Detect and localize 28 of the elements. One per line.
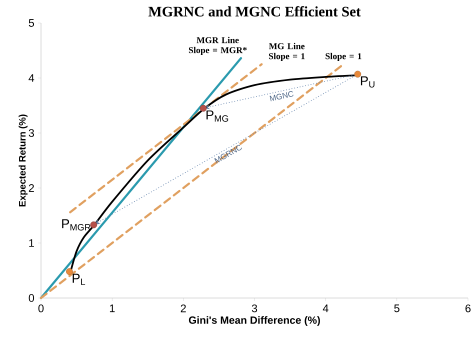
annotation: MG Line Slope = 1 bbox=[268, 42, 305, 62]
y-tick-label: 3 bbox=[28, 129, 34, 137]
annotation: MGNC bbox=[270, 91, 294, 102]
series-label: P$_{U}$ bbox=[360, 76, 374, 88]
annotation: MGR Line Slope = MGR* bbox=[188, 36, 247, 56]
y-tick-label: 0 bbox=[28, 294, 34, 302]
y-axis-title: Expected Return (%) bbox=[18, 114, 28, 206]
y-tick-label: 4 bbox=[28, 74, 34, 82]
x-tick-label: 5 bbox=[394, 304, 400, 312]
series-label: P$_{MGR}$ bbox=[62, 219, 91, 230]
point bbox=[354, 70, 362, 78]
point bbox=[66, 268, 73, 275]
y-tick-label: 5 bbox=[28, 19, 34, 27]
chart-title: MGRNC and MGNC Efficient Set bbox=[148, 6, 361, 17]
point bbox=[200, 104, 207, 112]
x-tick-label: 0 bbox=[38, 304, 44, 312]
x-axis-title: Gini's Mean Difference (%) bbox=[188, 316, 320, 326]
x-tick-label: 2 bbox=[180, 304, 186, 312]
y-tick-label: 2 bbox=[28, 184, 34, 192]
x-tick-label: 3 bbox=[252, 304, 258, 312]
series-label: P$_{L}$ bbox=[72, 274, 86, 285]
point bbox=[90, 221, 98, 228]
x-tick-label: 6 bbox=[466, 304, 471, 312]
annotation: Slope = 1 bbox=[326, 52, 362, 62]
y-tick-label: 1 bbox=[29, 239, 34, 247]
x-tick-label: 4 bbox=[322, 304, 328, 312]
series-label: P$_{MG}$ bbox=[206, 110, 228, 122]
x-tick-label: 1 bbox=[110, 304, 115, 312]
